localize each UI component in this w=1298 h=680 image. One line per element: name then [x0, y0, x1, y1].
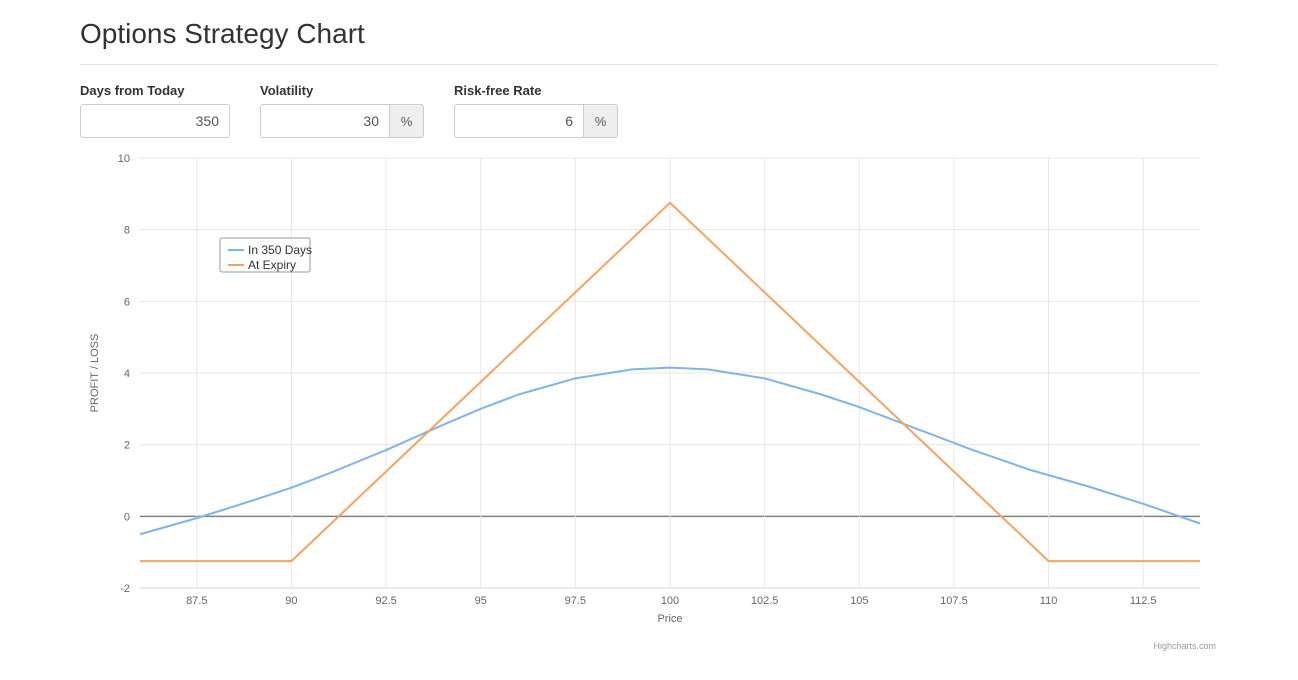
percent-addon: %	[584, 104, 618, 138]
y-tick-label: 8	[124, 225, 130, 237]
rate-input[interactable]	[454, 104, 584, 138]
x-tick-label: 100	[661, 595, 679, 607]
rate-label: Risk-free Rate	[454, 83, 618, 98]
page-title: Options Strategy Chart	[80, 18, 1218, 50]
x-tick-label: 87.5	[186, 595, 207, 607]
volatility-control: Volatility %	[260, 83, 424, 138]
x-tick-label: 112.5	[1130, 595, 1157, 607]
x-tick-label: 105	[850, 595, 868, 607]
volatility-input[interactable]	[260, 104, 390, 138]
controls-row: Days from Today Volatility % Risk-free R…	[80, 83, 1218, 138]
y-axis-title: PROFIT / LOSS	[89, 334, 101, 413]
legend-label[interactable]: In 350 Days	[248, 243, 312, 257]
y-tick-label: 0	[124, 511, 130, 523]
divider	[80, 64, 1218, 65]
volatility-label: Volatility	[260, 83, 424, 98]
y-tick-label: 6	[124, 296, 130, 308]
x-axis-title: Price	[657, 613, 682, 625]
y-tick-label: 2	[124, 440, 130, 452]
x-tick-label: 110	[1040, 595, 1058, 607]
chart-credit[interactable]: Highcharts.com	[1153, 641, 1216, 651]
y-tick-label: -2	[120, 583, 130, 595]
x-tick-label: 107.5	[940, 595, 968, 607]
y-tick-label: 4	[124, 368, 130, 380]
days-label: Days from Today	[80, 83, 230, 98]
legend-label[interactable]: At Expiry	[248, 258, 296, 272]
x-tick-label: 95	[475, 595, 487, 607]
percent-addon: %	[390, 104, 424, 138]
options-strategy-chart: -2 0 2 4 6 8 10 87.5 90 92.5 95 97.5 100 102.5 105 107.…	[80, 148, 1210, 648]
y-tick-label: 10	[118, 153, 130, 165]
x-tick-label: 102.5	[751, 595, 779, 607]
days-input[interactable]	[80, 104, 230, 138]
rate-control: Risk-free Rate %	[454, 83, 618, 138]
chart-container: -2 0 2 4 6 8 10 87.5 90 92.5 95 97.5 100 102.5 105 107.…	[80, 148, 1218, 653]
x-tick-label: 90	[285, 595, 297, 607]
x-tick-label: 97.5	[565, 595, 586, 607]
days-control: Days from Today	[80, 83, 230, 138]
x-tick-label: 92.5	[375, 595, 396, 607]
